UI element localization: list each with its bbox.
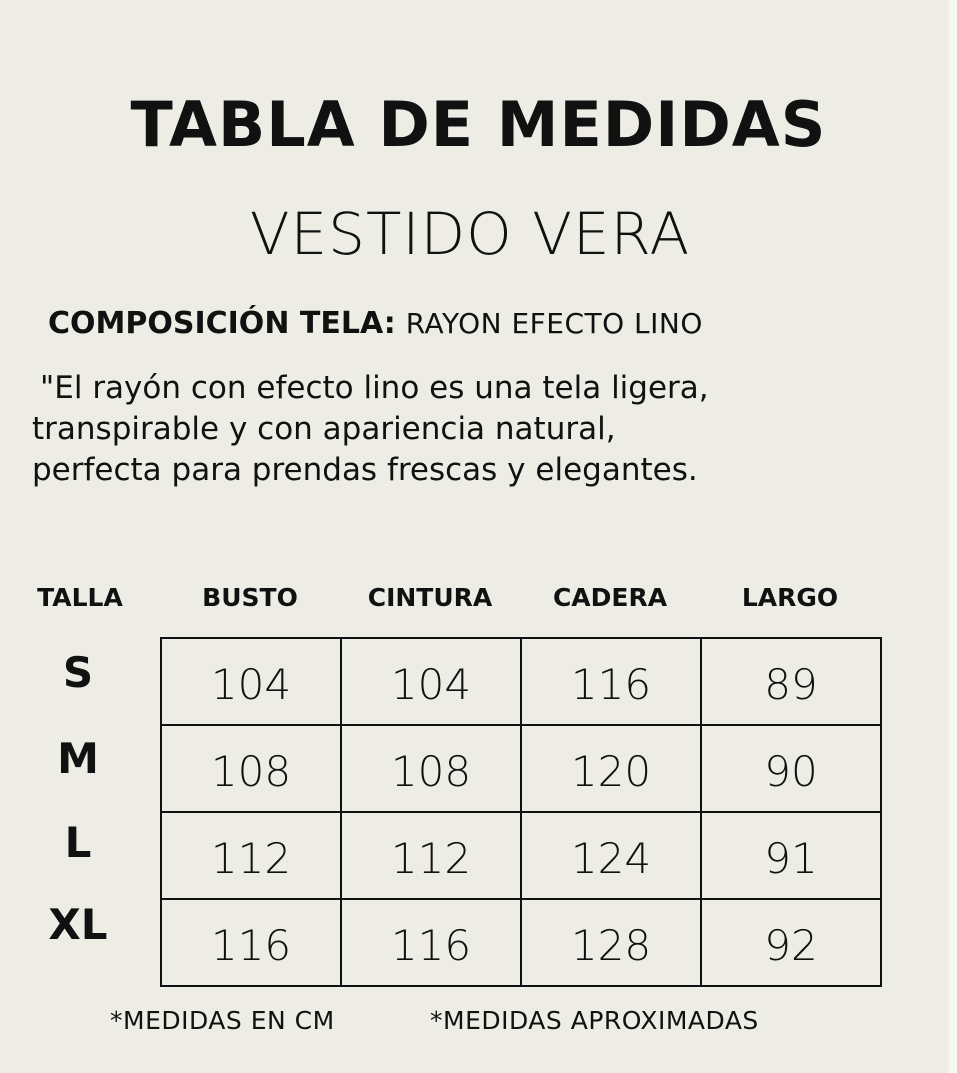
cell: 120 (520, 724, 702, 813)
table-row: 116 116 128 92 (160, 898, 882, 987)
description: "El rayón con efecto lino es una tela li… (32, 368, 932, 491)
footnote-approx: *MEDIDAS APROXIMADAS (430, 1006, 759, 1035)
size-label: S (62, 648, 94, 697)
cell: 89 (700, 637, 882, 726)
composition-value: RAYON EFECTO LINO (405, 307, 703, 340)
cell: 104 (160, 637, 342, 726)
cell: 92 (700, 898, 882, 987)
cell: 108 (160, 724, 342, 813)
cell: 104 (340, 637, 522, 726)
composition-label: COMPOSICIÓN TELA: (48, 306, 396, 341)
cell: 91 (700, 811, 882, 900)
cell: 116 (340, 898, 522, 987)
cell: 116 (520, 637, 702, 726)
size-label: M (57, 734, 99, 783)
cell: 124 (520, 811, 702, 900)
cell: 112 (160, 811, 342, 900)
cell: 112 (340, 811, 522, 900)
edge-strip (949, 0, 957, 1073)
header-cadera: CADERA (552, 583, 668, 612)
header-talla: TALLA (37, 583, 123, 612)
cell: 108 (340, 724, 522, 813)
composition: COMPOSICIÓN TELA: RAYON EFECTO LINO (48, 306, 703, 341)
size-label: L (64, 818, 92, 867)
product-name: VESTIDO VERA (249, 200, 691, 268)
description-line: perfecta para prendas frescas y elegante… (32, 452, 698, 488)
page-title: TABLA DE MEDIDAS (130, 88, 827, 161)
header-busto: BUSTO (202, 583, 298, 612)
table-row: 112 112 124 91 (160, 811, 882, 900)
header-cintura: CINTURA (367, 583, 493, 612)
cell: 128 (520, 898, 702, 987)
description-line: transpirable y con apariencia natural, (32, 411, 616, 447)
header-largo: LARGO (741, 583, 839, 612)
size-table: 104 104 116 89 108 108 120 90 112 112 12… (160, 637, 882, 987)
footnote-units: *MEDIDAS EN CM (110, 1006, 335, 1035)
description-line: "El rayón con efecto lino es una tela li… (40, 370, 709, 406)
cell: 90 (700, 724, 882, 813)
table-row: 108 108 120 90 (160, 724, 882, 813)
size-label: XL (48, 900, 108, 949)
table-row: 104 104 116 89 (160, 637, 882, 726)
cell: 116 (160, 898, 342, 987)
